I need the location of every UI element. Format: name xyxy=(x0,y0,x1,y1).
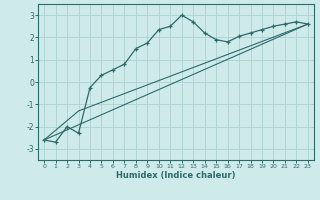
X-axis label: Humidex (Indice chaleur): Humidex (Indice chaleur) xyxy=(116,171,236,180)
